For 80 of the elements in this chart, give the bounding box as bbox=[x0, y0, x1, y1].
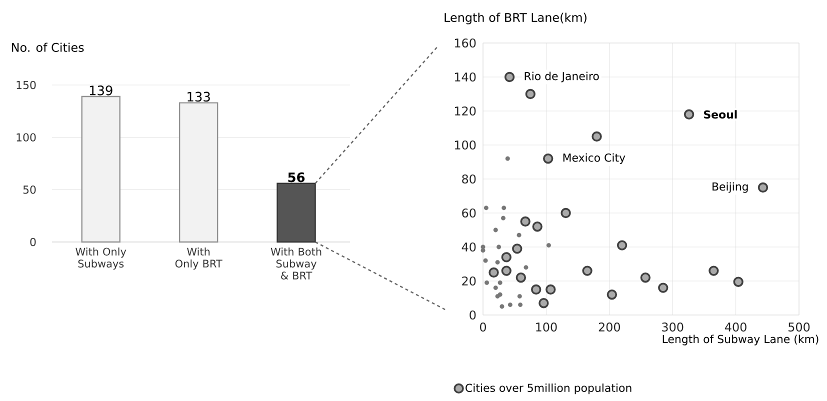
point bbox=[505, 156, 510, 161]
point bbox=[592, 131, 602, 142]
point bbox=[640, 272, 651, 283]
y-axis-title: No. of Cities bbox=[12, 42, 84, 52]
bar bbox=[81, 96, 120, 243]
point bbox=[525, 88, 536, 100]
point bbox=[543, 154, 554, 164]
point bbox=[498, 280, 502, 285]
point bbox=[501, 252, 512, 262]
point bbox=[493, 286, 498, 290]
point bbox=[512, 244, 522, 254]
point bbox=[502, 206, 506, 210]
annotation: Mexico City bbox=[563, 153, 626, 164]
x-tick-label: With Only BRT bbox=[175, 248, 222, 270]
y-tick-label: 160 bbox=[454, 38, 476, 48]
bar bbox=[178, 102, 218, 243]
y-tick-label: 0 bbox=[30, 238, 36, 246]
point bbox=[484, 280, 490, 285]
point bbox=[658, 282, 668, 293]
bar bbox=[276, 182, 316, 243]
y-tick-label: 150 bbox=[16, 80, 36, 90]
point bbox=[582, 266, 592, 276]
point bbox=[616, 240, 628, 250]
y-tick-label: 140 bbox=[454, 72, 476, 82]
point bbox=[508, 302, 512, 308]
point bbox=[758, 182, 768, 193]
y-axis-title: Length of BRT Lane(km) bbox=[444, 12, 586, 24]
annotation: Rio de Janeiro bbox=[524, 72, 599, 82]
data-label: 133 bbox=[188, 92, 210, 102]
point bbox=[518, 302, 523, 308]
x-axis-title: Length of Subway Lane (km) bbox=[662, 334, 818, 346]
point bbox=[488, 267, 499, 278]
point bbox=[495, 260, 500, 265]
point bbox=[504, 72, 515, 82]
y-tick-label: 120 bbox=[454, 106, 476, 116]
point bbox=[546, 243, 551, 248]
legend-label: Cities over 5million population bbox=[466, 384, 632, 394]
data-label: 139 bbox=[90, 86, 112, 96]
point bbox=[532, 222, 542, 232]
x-tick-label: 100 bbox=[536, 322, 557, 332]
y-tick-label: 20 bbox=[462, 276, 476, 286]
point bbox=[501, 266, 512, 276]
data-label: 56 bbox=[288, 172, 305, 182]
point bbox=[517, 294, 522, 299]
y-tick-label: 100 bbox=[454, 140, 476, 150]
x-tick-label: 400 bbox=[724, 322, 746, 332]
point bbox=[480, 248, 486, 253]
point bbox=[560, 208, 571, 218]
point bbox=[483, 258, 488, 263]
point bbox=[500, 304, 504, 309]
x-tick-label: With Only Subways bbox=[76, 248, 126, 270]
point bbox=[500, 216, 506, 220]
y-tick-label: 50 bbox=[23, 186, 36, 194]
annotation: Seoul bbox=[704, 110, 737, 119]
y-tick-label: 0 bbox=[470, 310, 476, 320]
point bbox=[708, 266, 719, 276]
point bbox=[733, 276, 744, 287]
point bbox=[520, 216, 530, 227]
x-tick-label: With Both Subway & BRT bbox=[270, 248, 322, 280]
y-tick-label: 100 bbox=[16, 133, 36, 142]
point bbox=[538, 298, 549, 308]
y-tick-label: 40 bbox=[462, 242, 476, 252]
point bbox=[684, 109, 694, 120]
point bbox=[546, 284, 556, 295]
annotation: Beijing bbox=[712, 182, 748, 193]
y-tick-label: 60 bbox=[462, 208, 476, 218]
point bbox=[496, 244, 502, 250]
point bbox=[524, 265, 528, 270]
y-tick-label: 80 bbox=[462, 174, 476, 184]
point bbox=[531, 284, 542, 295]
x-tick-label: 500 bbox=[788, 322, 810, 332]
point bbox=[606, 290, 618, 300]
point bbox=[495, 294, 500, 299]
point bbox=[493, 228, 498, 232]
x-tick-label: 300 bbox=[662, 322, 684, 332]
point bbox=[516, 272, 526, 283]
point bbox=[484, 206, 488, 210]
x-tick-label: 200 bbox=[598, 322, 620, 332]
x-tick-label: 0 bbox=[480, 322, 486, 332]
point bbox=[516, 232, 522, 238]
